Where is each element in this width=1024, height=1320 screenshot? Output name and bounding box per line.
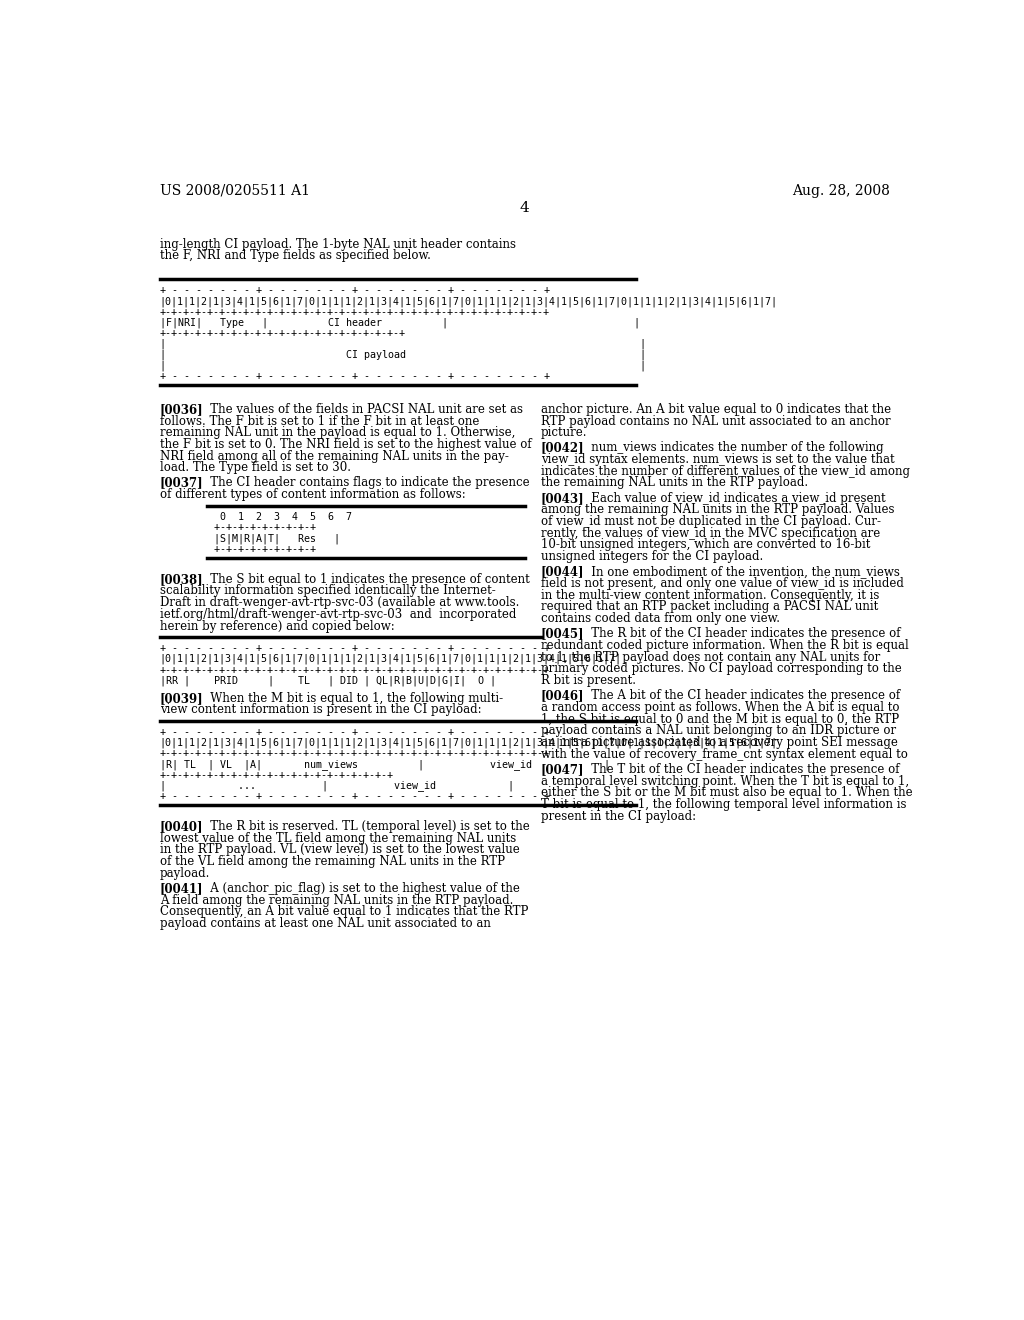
Text: primary coded pictures. No CI payload corresponding to the: primary coded pictures. No CI payload co…: [541, 663, 901, 676]
Text: +-+-+-+-+-+-+-+-+-+-+-+-+-+-+-+-+-+-+-+-+-+-+-+-+-+-+-+-+-+-+-+-+: +-+-+-+-+-+-+-+-+-+-+-+-+-+-+-+-+-+-+-+-…: [160, 664, 550, 675]
Text: of the VL field among the remaining NAL units in the RTP: of the VL field among the remaining NAL …: [160, 855, 505, 869]
Text: +-+-+-+-+-+-+-+-+: +-+-+-+-+-+-+-+-+: [160, 523, 315, 532]
Text: +-+-+-+-+-+-+-+-+-+-+-+-+-+-+-+-+-+-+-+: +-+-+-+-+-+-+-+-+-+-+-+-+-+-+-+-+-+-+-+: [160, 770, 394, 780]
Text: A field among the remaining NAL units in the RTP payload.: A field among the remaining NAL units in…: [160, 894, 513, 907]
Text: The R bit is reserved. TL (temporal level) is set to the: The R bit is reserved. TL (temporal leve…: [200, 820, 530, 833]
Text: scalability information specified identically the Internet-: scalability information specified identi…: [160, 585, 496, 598]
Text: redundant coded picture information. When the R bit is equal: redundant coded picture information. Whe…: [541, 639, 908, 652]
Text: payload contains at least one NAL unit associated to an: payload contains at least one NAL unit a…: [160, 917, 490, 931]
Text: 0  1  2  3  4  5  6  7: 0 1 2 3 4 5 6 7: [160, 512, 352, 521]
Text: Each value of view_id indicates a view_id present: Each value of view_id indicates a view_i…: [581, 491, 886, 504]
Text: [0036]: [0036]: [160, 403, 204, 416]
Text: num_views indicates the number of the following: num_views indicates the number of the fo…: [581, 441, 884, 454]
Text: [0038]: [0038]: [160, 573, 204, 586]
Text: the remaining NAL units in the RTP payload.: the remaining NAL units in the RTP paylo…: [541, 477, 808, 490]
Text: 1, the S bit is equal to 0 and the M bit is equal to 0, the RTP: 1, the S bit is equal to 0 and the M bit…: [541, 713, 899, 726]
Text: When the M bit is equal to 1, the following multi-: When the M bit is equal to 1, the follow…: [200, 692, 504, 705]
Text: anchor picture. An A bit value equal to 0 indicates that the: anchor picture. An A bit value equal to …: [541, 403, 891, 416]
Text: unsigned integers for the CI payload.: unsigned integers for the CI payload.: [541, 550, 763, 564]
Text: Consequently, an A bit value equal to 1 indicates that the RTP: Consequently, an A bit value equal to 1 …: [160, 906, 528, 919]
Text: |                                                                               : |: [160, 339, 646, 350]
Text: The T bit of the CI header indicates the presence of: The T bit of the CI header indicates the…: [581, 763, 900, 776]
Text: +-+-+-+-+-+-+-+-+-+-+-+-+-+-+-+-+-+-+-+-+-+-+-+-+-+-+-+-+-+-+-+-+: +-+-+-+-+-+-+-+-+-+-+-+-+-+-+-+-+-+-+-+-…: [160, 748, 550, 759]
Text: view content information is present in the CI payload:: view content information is present in t…: [160, 704, 481, 717]
Text: [0037]: [0037]: [160, 477, 204, 490]
Text: + - - - - - - - + - - - - - - - + - - - - - - - + - - - - - - - +: + - - - - - - - + - - - - - - - + - - - …: [160, 791, 550, 801]
Text: US 2008/0205511 A1: US 2008/0205511 A1: [160, 183, 309, 198]
Text: +-+-+-+-+-+-+-+-+-+-+-+-+-+-+-+-+-+-+-+-+: +-+-+-+-+-+-+-+-+-+-+-+-+-+-+-+-+-+-+-+-…: [160, 329, 406, 338]
Text: of different types of content information as follows:: of different types of content informatio…: [160, 488, 466, 502]
Text: view_id syntax elements. num_views is set to the value that: view_id syntax elements. num_views is se…: [541, 453, 894, 466]
Text: A (anchor_pic_flag) is set to the highest value of the: A (anchor_pic_flag) is set to the highes…: [200, 882, 520, 895]
Text: +-+-+-+-+-+-+-+-+: +-+-+-+-+-+-+-+-+: [160, 544, 315, 554]
Text: The S bit equal to 1 indicates the presence of content: The S bit equal to 1 indicates the prese…: [200, 573, 530, 586]
Text: present in the CI payload:: present in the CI payload:: [541, 809, 695, 822]
Text: + - - - - - - - + - - - - - - - + - - - - - - - + - - - - - - - +: + - - - - - - - + - - - - - - - + - - - …: [160, 371, 550, 381]
Text: with the value of recovery_frame_cnt syntax element equal to: with the value of recovery_frame_cnt syn…: [541, 747, 907, 760]
Text: Draft in draft-wenger-avt-rtp-svc-03 (available at www.tools.: Draft in draft-wenger-avt-rtp-svc-03 (av…: [160, 597, 519, 609]
Text: [0041]: [0041]: [160, 882, 203, 895]
Text: The R bit of the CI header indicates the presence of: The R bit of the CI header indicates the…: [581, 627, 901, 640]
Text: [0047]: [0047]: [541, 763, 584, 776]
Text: |            ...           |           view_id            |: | ... | view_id |: [160, 780, 514, 791]
Text: either the S bit or the M bit must also be equal to 1. When the: either the S bit or the M bit must also …: [541, 787, 912, 799]
Text: remaining NAL unit in the payload is equal to 1. Otherwise,: remaining NAL unit in the payload is equ…: [160, 426, 515, 440]
Text: payload.: payload.: [160, 867, 210, 879]
Text: [0040]: [0040]: [160, 820, 203, 833]
Text: RTP payload contains no NAL unit associated to an anchor: RTP payload contains no NAL unit associa…: [541, 414, 890, 428]
Text: required that an RTP packet including a PACSI NAL unit: required that an RTP packet including a …: [541, 601, 878, 614]
Text: |S|M|R|A|T|   Res   |: |S|M|R|A|T| Res |: [160, 533, 340, 544]
Text: In one embodiment of the invention, the num_views: In one embodiment of the invention, the …: [581, 565, 900, 578]
Text: |0|1|1|2|1|3|4|1|5|6|1|7|0|1|1|1|2|1|3|4|1|5|6|1|7|0|1|1|1|2|1|3|4|1|5|6|1|7|0|1: |0|1|1|2|1|3|4|1|5|6|1|7|0|1|1|1|2|1|3|4…: [160, 296, 778, 306]
Text: [0045]: [0045]: [541, 627, 584, 640]
Text: |F|NRI|   Type   |          CI header          |                               |: |F|NRI| Type | CI header | |: [160, 318, 640, 327]
Text: NRI field among all of the remaining NAL units in the pay-: NRI field among all of the remaining NAL…: [160, 450, 509, 462]
Text: ing-length CI payload. The 1-byte NAL unit header contains: ing-length CI payload. The 1-byte NAL un…: [160, 238, 516, 251]
Text: in the multi-view content information. Consequently, it is: in the multi-view content information. C…: [541, 589, 879, 602]
Text: |0|1|1|2|1|3|4|1|5|6|1|7|0|1|1|1|2|1|3|4|1|5|6|1|7|0|1|1|1|2|1|3|4|1|5|6|1|7|: |0|1|1|2|1|3|4|1|5|6|1|7|0|1|1|1|2|1|3|4…: [160, 653, 622, 664]
Text: among the remaining NAL units in the RTP payload. Values: among the remaining NAL units in the RTP…: [541, 503, 894, 516]
Text: The A bit of the CI header indicates the presence of: The A bit of the CI header indicates the…: [581, 689, 900, 702]
Text: the F bit is set to 0. The NRI field is set to the highest value of: the F bit is set to 0. The NRI field is …: [160, 438, 531, 451]
Text: + - - - - - - - + - - - - - - - + - - - - - - - + - - - - - - - +: + - - - - - - - + - - - - - - - + - - - …: [160, 643, 550, 653]
Text: + - - - - - - - + - - - - - - - + - - - - - - - + - - - - - - - +: + - - - - - - - + - - - - - - - + - - - …: [160, 285, 550, 296]
Text: a temporal level switching point. When the T bit is equal to 1,: a temporal level switching point. When t…: [541, 775, 908, 788]
Text: lowest value of the TL field among the remaining NAL units: lowest value of the TL field among the r…: [160, 832, 516, 845]
Text: |                              CI payload                                       : | CI payload: [160, 350, 646, 360]
Text: The values of the fields in PACSI NAL unit are set as: The values of the fields in PACSI NAL un…: [200, 403, 523, 416]
Text: |R| TL  | VL  |A|       num_views          |           view_id            |: |R| TL | VL |A| num_views | view_id |: [160, 759, 609, 770]
Text: an intra picture associated to a recovery point SEI message: an intra picture associated to a recover…: [541, 737, 898, 748]
Text: R bit is present.: R bit is present.: [541, 675, 636, 686]
Text: rently, the values of view_id in the MVC specification are: rently, the values of view_id in the MVC…: [541, 527, 880, 540]
Text: |RR |    PRID     |    TL   | DID | QL|R|B|U|D|G|I|  O |: |RR | PRID | TL | DID | QL|R|B|U|D|G|I| …: [160, 676, 496, 685]
Text: + - - - - - - - + - - - - - - - + - - - - - - - + - - - - - - - +: + - - - - - - - + - - - - - - - + - - - …: [160, 727, 550, 737]
Text: to 1, the RTP payload does not contain any NAL units for: to 1, the RTP payload does not contain a…: [541, 651, 880, 664]
Text: Aug. 28, 2008: Aug. 28, 2008: [792, 183, 890, 198]
Text: field is not present, and only one value of view_id is included: field is not present, and only one value…: [541, 577, 903, 590]
Text: +-+-+-+-+-+-+-+-+-+-+-+-+-+-+-+-+-+-+-+-+-+-+-+-+-+-+-+-+-+-+-+-+: +-+-+-+-+-+-+-+-+-+-+-+-+-+-+-+-+-+-+-+-…: [160, 306, 550, 317]
Text: the F, NRI and Type fields as specified below.: the F, NRI and Type fields as specified …: [160, 249, 431, 263]
Text: 4: 4: [520, 201, 529, 215]
Text: [0042]: [0042]: [541, 441, 585, 454]
Text: picture.: picture.: [541, 426, 587, 440]
Text: |                                                                               : |: [160, 360, 646, 371]
Text: [0039]: [0039]: [160, 692, 204, 705]
Text: follows. The F bit is set to 1 if the F bit in at least one: follows. The F bit is set to 1 if the F …: [160, 414, 479, 428]
Text: contains coded data from only one view.: contains coded data from only one view.: [541, 612, 779, 626]
Text: [0046]: [0046]: [541, 689, 584, 702]
Text: indicates the number of different values of the view_id among: indicates the number of different values…: [541, 465, 909, 478]
Text: [0044]: [0044]: [541, 565, 584, 578]
Text: payload contains a NAL unit belonging to an IDR picture or: payload contains a NAL unit belonging to…: [541, 725, 896, 738]
Text: in the RTP payload. VL (view level) is set to the lowest value: in the RTP payload. VL (view level) is s…: [160, 843, 519, 857]
Text: herein by reference) and copied below:: herein by reference) and copied below:: [160, 619, 394, 632]
Text: |0|1|1|2|1|3|4|1|5|6|1|7|0|1|1|1|2|1|3|4|1|5|6|1|7|0|1|1|1|2|1|3|4|1|5|6|1|7|0|1: |0|1|1|2|1|3|4|1|5|6|1|7|0|1|1|1|2|1|3|4…: [160, 738, 778, 748]
Text: a random access point as follows. When the A bit is equal to: a random access point as follows. When t…: [541, 701, 899, 714]
Text: The CI header contains flags to indicate the presence: The CI header contains flags to indicate…: [200, 477, 530, 490]
Text: ietf.org/html/draft-wenger-avt-rtp-svc-03  and  incorporated: ietf.org/html/draft-wenger-avt-rtp-svc-0…: [160, 607, 516, 620]
Text: T bit is equal to 1, the following temporal level information is: T bit is equal to 1, the following tempo…: [541, 797, 906, 810]
Text: 10-bit unsigned integers, which are converted to 16-bit: 10-bit unsigned integers, which are conv…: [541, 539, 870, 552]
Text: [0043]: [0043]: [541, 491, 585, 504]
Text: load. The Type field is set to 30.: load. The Type field is set to 30.: [160, 461, 351, 474]
Text: of view_id must not be duplicated in the CI payload. Cur-: of view_id must not be duplicated in the…: [541, 515, 881, 528]
